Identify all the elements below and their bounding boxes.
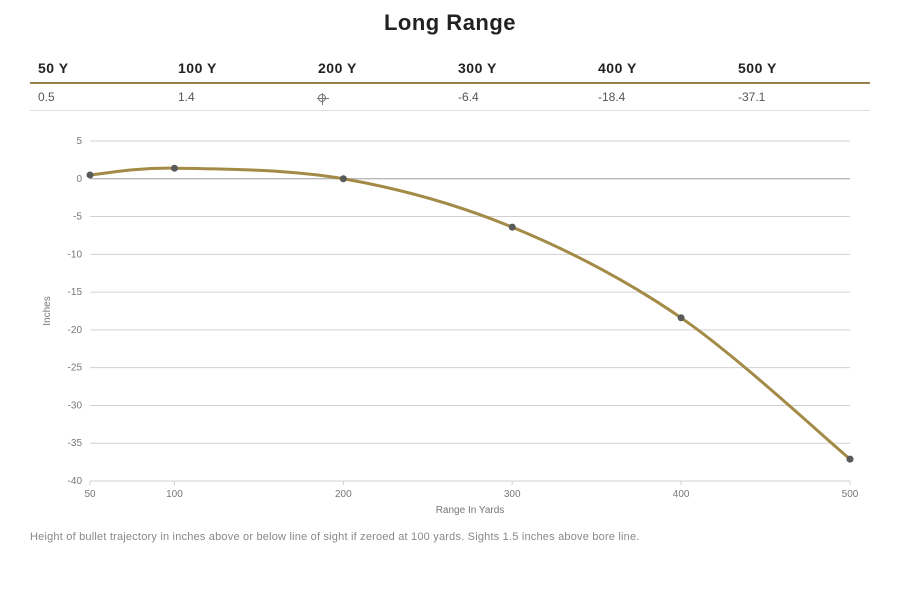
ytick-label: 5 [76, 136, 82, 147]
table-header-cell: 500 Y [730, 54, 870, 82]
table-data-row: 0.51.4 -6.4-18.4-37.1 [30, 84, 870, 111]
chart-footnote: Height of bullet trajectory in inches ab… [30, 531, 870, 543]
x-axis-title: Range In Yards [436, 505, 505, 516]
table-data-cell: -37.1 [730, 84, 870, 110]
ytick-label: -30 [68, 400, 83, 411]
data-point [678, 314, 685, 321]
table-header-cell: 200 Y [310, 54, 450, 82]
trajectory-line [90, 168, 850, 459]
table-header-row: 50 Y100 Y200 Y300 Y400 Y500 Y [30, 54, 870, 84]
ytick-label: -40 [68, 476, 83, 487]
table-header-cell: 400 Y [590, 54, 730, 82]
ytick-label: 0 [76, 174, 82, 185]
zero-marker-icon [318, 94, 326, 102]
data-point [340, 175, 347, 182]
page-title: Long Range [30, 10, 870, 36]
table-header-cell: 50 Y [30, 54, 170, 82]
data-point [847, 456, 854, 463]
data-point [509, 224, 516, 231]
ytick-label: -10 [68, 249, 83, 260]
table-data-cell [310, 84, 450, 110]
table-header-cell: 300 Y [450, 54, 590, 82]
ytick-label: -35 [68, 438, 83, 449]
xtick-label: 400 [673, 489, 690, 500]
data-point [171, 165, 178, 172]
data-point [87, 172, 94, 179]
xtick-label: 500 [842, 489, 859, 500]
ytick-label: -25 [68, 363, 83, 374]
ytick-label: -20 [68, 325, 83, 336]
xtick-label: 300 [504, 489, 521, 500]
y-axis-title: Inches [42, 296, 53, 325]
table-data-cell: 1.4 [170, 84, 310, 110]
table-data-cell: -6.4 [450, 84, 590, 110]
table-header-cell: 100 Y [170, 54, 310, 82]
xtick-label: 50 [84, 489, 96, 500]
trajectory-table: 50 Y100 Y200 Y300 Y400 Y500 Y 0.51.4 -6.4… [30, 54, 870, 111]
table-data-cell: -18.4 [590, 84, 730, 110]
ytick-label: -5 [73, 212, 82, 223]
trajectory-chart: 50-5-10-15-20-25-30-35-40501002003004005… [30, 121, 870, 521]
chart-svg: 50-5-10-15-20-25-30-35-40501002003004005… [30, 121, 870, 521]
ytick-label: -15 [68, 287, 83, 298]
table-data-cell: 0.5 [30, 84, 170, 110]
xtick-label: 200 [335, 489, 352, 500]
xtick-label: 100 [166, 489, 183, 500]
